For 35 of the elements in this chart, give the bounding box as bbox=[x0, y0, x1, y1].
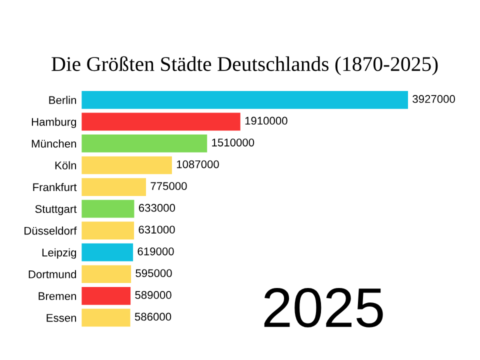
data-label: 1910000 bbox=[245, 116, 288, 125]
data-label: 631000 bbox=[138, 226, 175, 234]
y-tick-label: Düsseldorf bbox=[24, 226, 77, 235]
y-tick-label: Berlin bbox=[49, 96, 76, 104]
y-tick-label: Leipzig bbox=[42, 248, 76, 259]
y-tick-label: München bbox=[32, 139, 76, 148]
bar bbox=[82, 265, 132, 284]
bar bbox=[82, 308, 130, 327]
bar bbox=[82, 178, 146, 196]
data-label: 619000 bbox=[138, 247, 174, 256]
bar bbox=[82, 243, 134, 262]
bar bbox=[82, 156, 172, 174]
y-tick-label: Stuttgart bbox=[35, 205, 77, 216]
data-label: 1087000 bbox=[176, 160, 219, 168]
data-label: 589000 bbox=[135, 291, 172, 299]
y-tick-label: Dortmund bbox=[28, 270, 76, 278]
chart-title: Die Größten Städte Deutschlands (1870-2025) bbox=[52, 56, 438, 76]
data-label: 595000 bbox=[136, 269, 172, 278]
data-label: 633000 bbox=[138, 204, 176, 212]
data-label: 3927000 bbox=[412, 95, 455, 103]
y-tick-label: Essen bbox=[46, 314, 76, 322]
y-tick-label: Hamburg bbox=[32, 118, 76, 128]
bar bbox=[82, 112, 240, 131]
y-tick-label: Bremen bbox=[38, 292, 76, 300]
y-tick-label: Frankfurt bbox=[33, 182, 77, 192]
bar bbox=[82, 286, 131, 305]
bar bbox=[82, 134, 208, 152]
y-tick-label: Köln bbox=[55, 161, 76, 170]
annotation: 2025 bbox=[264, 288, 383, 328]
bar bbox=[82, 222, 134, 240]
bar bbox=[82, 90, 408, 109]
data-label: 775000 bbox=[150, 182, 187, 190]
data-label: 1510000 bbox=[212, 138, 254, 146]
data-label: 586000 bbox=[134, 312, 172, 321]
bar bbox=[82, 200, 134, 218]
